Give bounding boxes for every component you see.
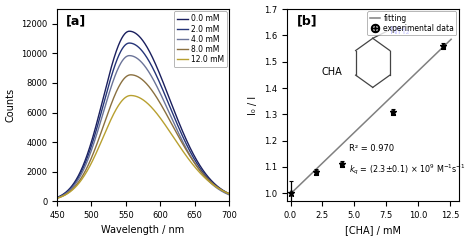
0.0 mM — [54, 196, 60, 199]
12.0 mM — [156, 114, 162, 117]
12.0 mM — [85, 169, 91, 172]
2.0 mM — [85, 156, 91, 159]
8.0 mM — [128, 73, 134, 76]
2.0 mM — [226, 193, 232, 196]
12.0 mM — [128, 94, 134, 97]
Text: R² = 0.970: R² = 0.970 — [349, 144, 394, 153]
Text: CHA: CHA — [322, 67, 343, 77]
Line: 8.0 mM: 8.0 mM — [57, 75, 229, 198]
X-axis label: Wavelength / nm: Wavelength / nm — [101, 225, 185, 235]
12.0 mM — [54, 197, 60, 200]
2.0 mM — [127, 42, 132, 45]
0.0 mM — [127, 30, 132, 33]
12.0 mM — [99, 140, 104, 143]
Line: 2.0 mM: 2.0 mM — [57, 43, 229, 198]
12.0 mM — [226, 192, 232, 195]
8.0 mM — [184, 150, 190, 153]
Legend: 0.0 mM, 2.0 mM, 4.0 mM, 8.0 mM, 12.0 mM: 0.0 mM, 2.0 mM, 4.0 mM, 8.0 mM, 12.0 mM — [174, 11, 227, 67]
8.0 mM — [156, 99, 162, 102]
0.0 mM — [184, 140, 190, 142]
8.0 mM — [169, 124, 175, 127]
Y-axis label: Counts: Counts — [6, 88, 16, 122]
4.0 mM — [85, 159, 91, 162]
0.0 mM — [132, 32, 138, 34]
8.0 mM — [85, 165, 91, 168]
4.0 mM — [54, 196, 60, 199]
2.0 mM — [132, 43, 138, 46]
Legend: fitting, experimental data: fitting, experimental data — [367, 11, 456, 35]
Text: NH₂: NH₂ — [390, 26, 410, 36]
0.0 mM — [156, 70, 162, 73]
2.0 mM — [99, 111, 104, 114]
2.0 mM — [54, 196, 60, 199]
X-axis label: [CHA] / mM: [CHA] / mM — [345, 225, 401, 235]
0.0 mM — [169, 104, 175, 107]
8.0 mM — [132, 74, 138, 77]
Text: [b]: [b] — [297, 15, 318, 28]
Line: 4.0 mM: 4.0 mM — [57, 56, 229, 198]
2.0 mM — [169, 111, 175, 114]
8.0 mM — [226, 192, 232, 195]
4.0 mM — [99, 118, 104, 121]
8.0 mM — [99, 130, 104, 133]
8.0 mM — [54, 197, 60, 200]
Y-axis label: I₀ / I: I₀ / I — [248, 95, 258, 115]
12.0 mM — [169, 134, 175, 137]
0.0 mM — [226, 192, 232, 195]
4.0 mM — [226, 193, 232, 196]
12.0 mM — [132, 95, 138, 98]
4.0 mM — [184, 148, 190, 151]
4.0 mM — [132, 56, 138, 59]
4.0 mM — [156, 89, 162, 92]
2.0 mM — [156, 79, 162, 82]
0.0 mM — [99, 104, 104, 107]
4.0 mM — [127, 54, 132, 57]
4.0 mM — [169, 118, 175, 121]
12.0 mM — [184, 155, 190, 158]
0.0 mM — [85, 152, 91, 155]
2.0 mM — [184, 144, 190, 147]
Text: $k_q$ = (2.3$\pm$0.1) $\times$ 10$^9$ M$^{-1}$s$^{-1}$: $k_q$ = (2.3$\pm$0.1) $\times$ 10$^9$ M$… — [349, 163, 465, 177]
Line: 12.0 mM: 12.0 mM — [57, 95, 229, 198]
Line: 0.0 mM: 0.0 mM — [57, 31, 229, 197]
Text: [a]: [a] — [66, 15, 86, 28]
